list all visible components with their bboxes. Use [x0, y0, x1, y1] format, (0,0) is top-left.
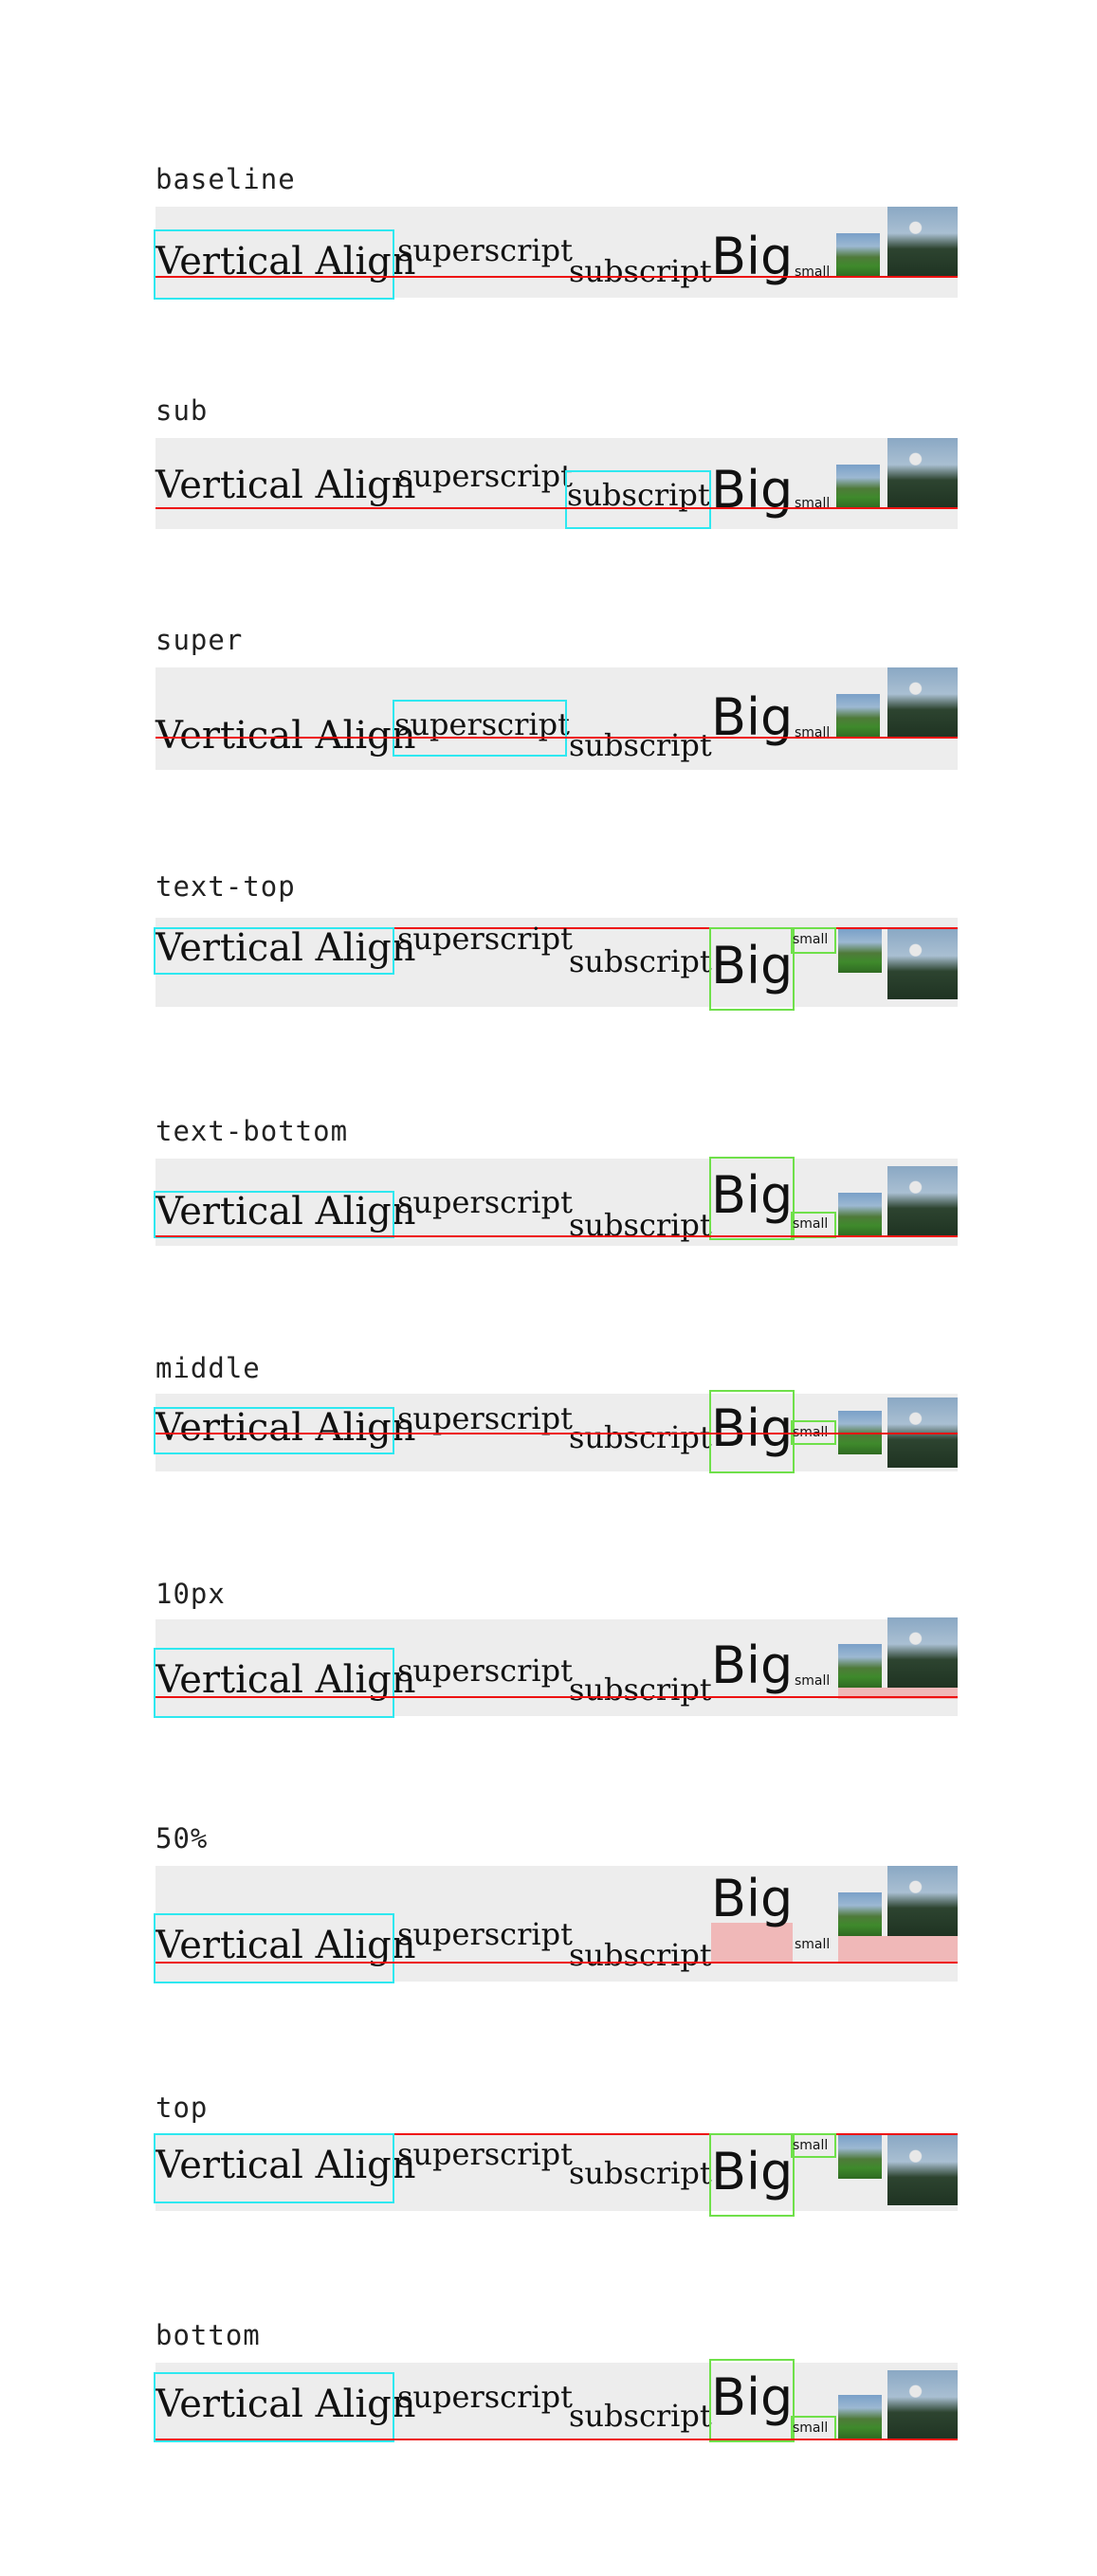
subscript-text: subscript: [569, 1937, 712, 1973]
small-text: small: [795, 496, 831, 511]
vertical-align-text: Vertical Align: [154, 927, 415, 975]
superscript-text: superscript: [393, 700, 570, 757]
vertical-align-text: Vertical Align: [154, 2133, 415, 2203]
demo-row-text-top: [155, 918, 958, 1007]
row-label-bottom: bottom: [155, 2319, 261, 2351]
meadow-photo: [838, 1193, 882, 1236]
row-label-text-top: text-top: [155, 870, 296, 903]
subscript-text: subscript: [569, 1207, 712, 1243]
castle-photo: [887, 667, 958, 738]
castle-photo: [887, 1617, 958, 1688]
big-text: Big: [709, 2133, 795, 2217]
row-label-10px: 10px: [155, 1578, 226, 1610]
small-text: small: [795, 265, 831, 280]
row-label-sub: sub: [155, 394, 209, 427]
reference-line: [155, 2133, 958, 2135]
subscript-text: subscript: [569, 253, 712, 289]
big-text: Big: [711, 227, 794, 286]
small-text: small: [791, 1212, 836, 1238]
demo-row-10px: [155, 1619, 958, 1716]
row-label-middle: middle: [155, 1352, 261, 1384]
meadow-photo: [836, 233, 880, 277]
superscript-text: superscript: [397, 458, 573, 494]
demo-row-baseline: [155, 207, 958, 298]
subscript-text: subscript: [569, 1672, 712, 1708]
vertical-align-text: Vertical Align: [154, 1407, 415, 1454]
castle-photo: [887, 1166, 958, 1236]
castle-photo: [887, 2135, 958, 2205]
reference-line: [155, 276, 958, 278]
big-text: Big: [709, 927, 795, 1011]
castle-photo: [887, 207, 958, 277]
vertical-align-text: Vertical Align: [154, 1913, 415, 1983]
reference-line: [155, 1696, 958, 1698]
superscript-text: superscript: [397, 2379, 573, 2415]
big-text: Big: [711, 1635, 794, 1695]
reference-line: [155, 927, 958, 929]
offset-indicator: [838, 1936, 958, 1963]
vertical-align-text: Vertical Align: [155, 464, 416, 507]
castle-photo: [887, 1866, 958, 1936]
subscript-text: subscript: [569, 943, 712, 979]
small-text: small: [795, 725, 831, 740]
meadow-photo: [838, 2395, 882, 2439]
vertical-align-text: Vertical Align: [154, 2372, 415, 2442]
superscript-text: superscript: [397, 921, 573, 957]
subscript-text: subscript: [569, 2398, 712, 2434]
superscript-text: superscript: [397, 1184, 573, 1220]
demo-row-bottom: [155, 2363, 958, 2440]
demo-row-super: [155, 667, 958, 770]
meadow-photo: [838, 929, 882, 973]
reference-line: [155, 737, 958, 739]
meadow-photo: [838, 2135, 882, 2179]
subscript-text: subscript: [565, 470, 711, 529]
row-label-50-percent: 50%: [155, 1822, 209, 1854]
small-text: small: [791, 2133, 836, 2158]
reference-line: [155, 1962, 958, 1964]
row-label-super: super: [155, 624, 244, 656]
superscript-text: superscript: [397, 1400, 573, 1436]
meadow-photo: [838, 1644, 882, 1688]
meadow-photo: [836, 465, 880, 508]
small-text: small: [791, 2416, 836, 2440]
superscript-text: superscript: [397, 2136, 573, 2172]
superscript-text: superscript: [397, 1653, 573, 1689]
big-text: Big: [709, 1390, 795, 1473]
row-label-text-bottom: text-bottom: [155, 1115, 349, 1147]
vertical-align-text: Vertical Align: [154, 229, 415, 300]
reference-line: [155, 2439, 958, 2440]
big-text: Big: [709, 2359, 795, 2442]
subscript-text: subscript: [569, 2155, 712, 2191]
subscript-text: subscript: [569, 1419, 712, 1455]
offset-indicator: [711, 1923, 793, 1963]
vertical-align-text: Vertical Align: [155, 714, 416, 758]
row-label-baseline: baseline: [155, 163, 296, 195]
small-text: small: [791, 927, 836, 954]
castle-photo: [887, 929, 958, 999]
big-text: Big: [711, 460, 794, 520]
demo-row-top: [155, 2133, 958, 2211]
meadow-photo: [836, 694, 880, 738]
reference-line: [155, 1235, 958, 1237]
subscript-text: subscript: [569, 727, 712, 763]
superscript-text: superscript: [397, 1916, 573, 1952]
big-text: Big: [709, 1157, 795, 1240]
meadow-photo: [838, 1892, 882, 1936]
small-text: small: [795, 1673, 831, 1689]
vertical-align-text: Vertical Align: [154, 1648, 415, 1718]
demo-row-text-bottom: [155, 1159, 958, 1246]
small-text: small: [795, 1937, 831, 1952]
castle-photo: [887, 2370, 958, 2440]
reference-line: [155, 1433, 958, 1434]
big-text: Big: [711, 1869, 794, 1928]
demo-row-sub: [155, 438, 958, 529]
row-label-top: top: [155, 2092, 209, 2124]
vertical-align-text: Vertical Align: [154, 1191, 415, 1238]
castle-photo: [887, 438, 958, 508]
big-text: Big: [711, 687, 794, 747]
reference-line: [155, 507, 958, 509]
superscript-text: superscript: [397, 232, 573, 268]
